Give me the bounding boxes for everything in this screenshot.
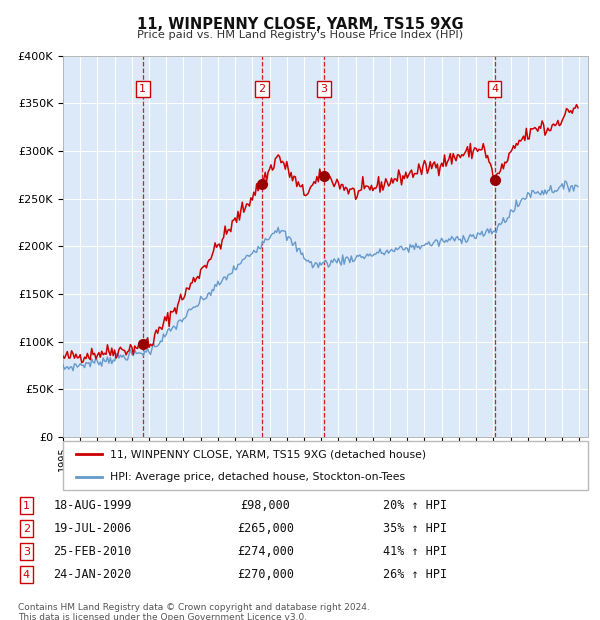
Text: £274,000: £274,000 <box>237 545 294 558</box>
Text: 11, WINPENNY CLOSE, YARM, TS15 9XG: 11, WINPENNY CLOSE, YARM, TS15 9XG <box>137 17 463 32</box>
Text: 18-AUG-1999: 18-AUG-1999 <box>53 499 132 512</box>
Text: 24-JAN-2020: 24-JAN-2020 <box>53 568 132 581</box>
Text: 41% ↑ HPI: 41% ↑ HPI <box>383 545 447 558</box>
Text: 25-FEB-2010: 25-FEB-2010 <box>53 545 132 558</box>
Text: 35% ↑ HPI: 35% ↑ HPI <box>383 522 447 535</box>
Text: 3: 3 <box>320 84 327 94</box>
Text: 2: 2 <box>23 524 30 534</box>
Text: 3: 3 <box>23 547 30 557</box>
Text: HPI: Average price, detached house, Stockton-on-Tees: HPI: Average price, detached house, Stoc… <box>110 472 406 482</box>
Text: 11, WINPENNY CLOSE, YARM, TS15 9XG (detached house): 11, WINPENNY CLOSE, YARM, TS15 9XG (deta… <box>110 449 427 459</box>
Text: 4: 4 <box>23 570 30 580</box>
Text: 20% ↑ HPI: 20% ↑ HPI <box>383 499 447 512</box>
Text: £270,000: £270,000 <box>237 568 294 581</box>
Text: Contains HM Land Registry data © Crown copyright and database right 2024.
This d: Contains HM Land Registry data © Crown c… <box>18 603 370 620</box>
Text: Price paid vs. HM Land Registry's House Price Index (HPI): Price paid vs. HM Land Registry's House … <box>137 30 463 40</box>
FancyBboxPatch shape <box>63 441 588 490</box>
Text: 19-JUL-2006: 19-JUL-2006 <box>53 522 132 535</box>
Text: 2: 2 <box>258 84 265 94</box>
Text: 4: 4 <box>491 84 498 94</box>
Text: 1: 1 <box>23 501 30 511</box>
Text: £265,000: £265,000 <box>237 522 294 535</box>
Text: 26% ↑ HPI: 26% ↑ HPI <box>383 568 447 581</box>
Text: £98,000: £98,000 <box>241 499 290 512</box>
Text: 1: 1 <box>139 84 146 94</box>
